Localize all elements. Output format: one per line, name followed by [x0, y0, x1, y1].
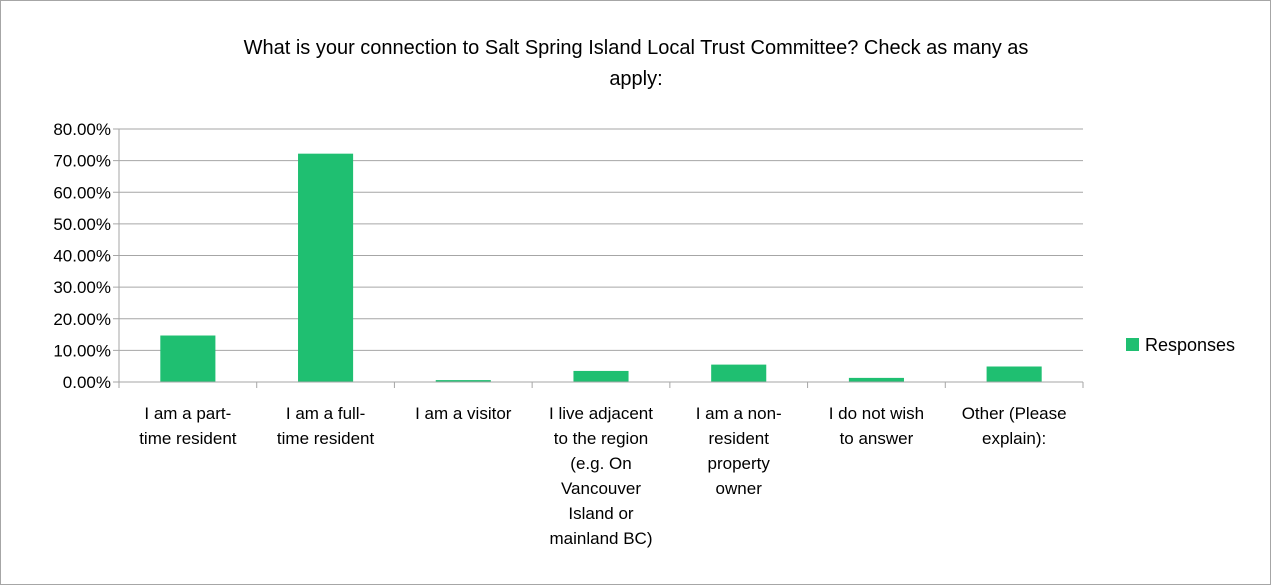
y-tick-label: 10.00% [53, 341, 111, 360]
y-tick-label: 30.00% [53, 278, 111, 297]
x-category-label: I am a non-resident property owner [696, 404, 782, 498]
y-tick-label: 0.00% [63, 373, 111, 392]
bar [986, 366, 1042, 382]
bar [435, 380, 491, 382]
bar [160, 335, 216, 382]
chart-title-line: apply: [609, 68, 662, 90]
y-tick-label: 20.00% [53, 310, 111, 329]
y-tick-label: 70.00% [53, 152, 111, 171]
chart-title-line: What is your connection to Salt Spring I… [244, 37, 1029, 59]
y-tick-label: 60.00% [53, 183, 111, 202]
x-category-label: Other (Please explain): [962, 404, 1067, 448]
legend-label: Responses [1145, 335, 1235, 355]
legend-swatch [1126, 338, 1139, 351]
bar [573, 370, 629, 382]
bar [298, 153, 354, 382]
x-category-label: I am a visitor [415, 404, 512, 423]
bar [848, 377, 904, 382]
x-category-label: I am a part-time resident [139, 404, 237, 448]
bar [711, 364, 767, 382]
x-category-label: I live adjacent to the region (e.g. On Vanc… [549, 404, 653, 548]
x-category-label: I do not wish to answer [829, 404, 924, 448]
y-tick-label: 50.00% [53, 215, 111, 234]
y-tick-label: 80.00% [53, 120, 111, 139]
y-tick-label: 40.00% [53, 247, 111, 266]
x-category-label: I am a full-time resident [277, 404, 375, 448]
